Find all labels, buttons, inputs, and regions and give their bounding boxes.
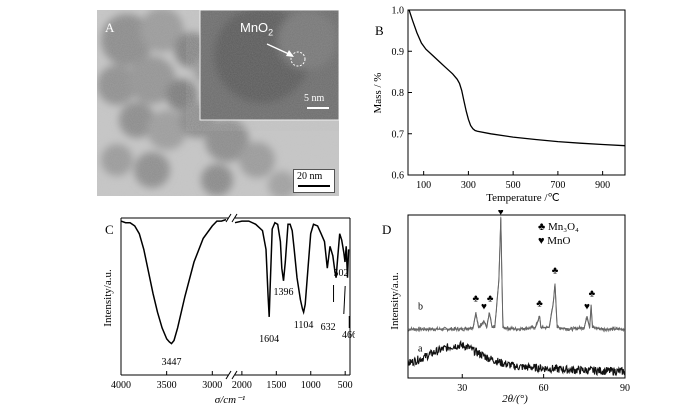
ftir-chart: 4000 3500 3000 2000 1500 1000 500 3447 1604 1396 1…	[111, 213, 357, 391]
ftir-axis-break-bottom	[225, 370, 238, 380]
club-icon: ♣	[538, 221, 546, 233]
ftir-peak-label-502: 502	[334, 268, 349, 279]
mno2-pointer	[266, 43, 306, 67]
legend-label-mn3o4: Mn₃O₄	[547, 221, 579, 233]
ftir-x-tick-label-2: 3000	[202, 380, 222, 391]
heart-icon-6: ♥	[584, 302, 590, 313]
panel-d: D 30 60 90 a b ♣ ♥ ♣ ♥ ♣ ♣ ♥ ♣ ♣ Mn₃O₄ ♥ MnO Intensi…	[370, 207, 632, 410]
club-icon-4: ♣	[536, 298, 543, 309]
ftir-x-tick-label-3: 2000	[232, 380, 252, 391]
club-icon-5: ♣	[552, 266, 559, 277]
xrd-x-axis-label: 2θ/(°)	[502, 393, 528, 405]
mno2-label-subscript: 2	[268, 27, 274, 38]
panel-b-letter: B	[375, 23, 384, 38]
panel-a-letter: A	[105, 20, 115, 35]
ftir-axis-break-top	[225, 213, 238, 223]
club-icon-2: ♣	[487, 293, 494, 304]
xrd-legend: ♣ Mn₃O₄ ♥ MnO	[538, 220, 579, 248]
club-icon-0: ♣	[473, 293, 480, 304]
ftir-x-tick-label-6: 500	[338, 380, 353, 391]
heart-icon: ♥	[538, 235, 545, 247]
tem-image	[97, 7, 340, 199]
ftir-curve-segment-1	[234, 220, 350, 317]
ftir-peak-label-466: 466	[342, 330, 355, 341]
ftir-x-axis-label: σ/cm⁻¹	[214, 394, 246, 406]
legend-item-mn3o4: ♣ Mn₃O₄	[538, 220, 579, 234]
tga-x-axis-label: Temperature /℃	[486, 192, 560, 204]
ftir-x-tick-label-1: 3500	[157, 380, 177, 391]
inset-scale-label: 5 nm	[304, 93, 325, 104]
main-scale-label: 20 nm	[297, 171, 323, 182]
ftir-peak-label-3447: 3447	[161, 357, 181, 368]
tga-curve	[408, 9, 626, 147]
tga-y-tick-label-2: 0.8	[392, 88, 405, 99]
xrd-x-tick-label-1: 60	[539, 383, 549, 394]
tga-y-tick-label-1: 0.7	[392, 129, 405, 140]
xrd-pattern-a	[407, 339, 626, 377]
tga-chart: 100 300 500 700 900 0.6 0.7 0.8 0.9 1.0	[392, 6, 626, 191]
tga-y-tick-label-4: 1.0	[392, 6, 405, 17]
tga-y-tick-label-3: 0.9	[392, 47, 405, 58]
tga-x-tick-label-2: 500	[506, 180, 521, 191]
xrd-y-axis-label: Intensity/a.u.	[389, 272, 401, 330]
main-scale-box: 20 nm	[293, 169, 335, 193]
ftir-x-tick-label-0: 4000	[111, 380, 131, 391]
ftir-peak-label-1396: 1396	[273, 287, 293, 298]
panel-c-letter: C	[105, 222, 114, 237]
heart-icon-3: ♥	[498, 210, 504, 218]
ftir-curve-segment-0	[120, 218, 227, 345]
tga-x-tick-label-4: 900	[595, 180, 610, 191]
mno2-label: MnO2	[240, 20, 273, 38]
xrd-pattern-b-peaks	[408, 218, 625, 330]
tga-x-tick-label-1: 300	[461, 180, 476, 191]
xrd-pattern-b	[407, 216, 626, 333]
panel-d-letter: D	[382, 222, 392, 237]
panel-b: B 100 300 500 700 900 0.6 0.7 0.8 0.9 1.0 Mass / …	[363, 5, 628, 210]
ftir-x-tick-label-4: 1500	[266, 380, 286, 391]
heart-icon-1: ♥	[481, 302, 487, 313]
legend-label-mno: MnO	[547, 235, 571, 247]
inset-scale-bar	[307, 107, 329, 109]
legend-item-mno: ♥ MnO	[538, 234, 579, 248]
panel-c: C 4000 3500 3000 2000 1500 1000 500 3447 1604 139…	[95, 210, 357, 410]
ftir-arrow-502	[343, 285, 346, 315]
mno2-label-text: MnO	[240, 20, 269, 35]
ftir-peak-label-632: 632	[321, 322, 336, 333]
club-icon-7: ♣	[589, 289, 596, 300]
xrd-trace-label-a: a	[418, 344, 423, 355]
ftir-peak-label-1104: 1104	[294, 320, 314, 331]
ftir-x-tick-label-5: 1000	[301, 380, 321, 391]
tga-x-tick-label-0: 100	[416, 180, 431, 191]
tga-plot-frame	[407, 9, 626, 176]
tga-y-axis-label: Mass / %	[372, 72, 384, 114]
xrd-x-tick-label-0: 30	[457, 383, 467, 394]
xrd-plot-frame	[407, 214, 626, 379]
main-scale-bar	[298, 185, 330, 187]
ftir-y-axis-label: Intensity/a.u.	[102, 269, 114, 327]
hrtem-inset	[199, 7, 340, 121]
ftir-peak-label-1604: 1604	[259, 334, 279, 345]
panel-a: A MnO2 5 nm 20 nm	[97, 7, 340, 199]
xrd-trace-label-b: b	[418, 302, 423, 313]
xrd-x-tick-label-2: 90	[620, 383, 630, 394]
tga-x-tick-label-3: 700	[550, 180, 565, 191]
tga-y-tick-label-0: 0.6	[392, 171, 405, 182]
